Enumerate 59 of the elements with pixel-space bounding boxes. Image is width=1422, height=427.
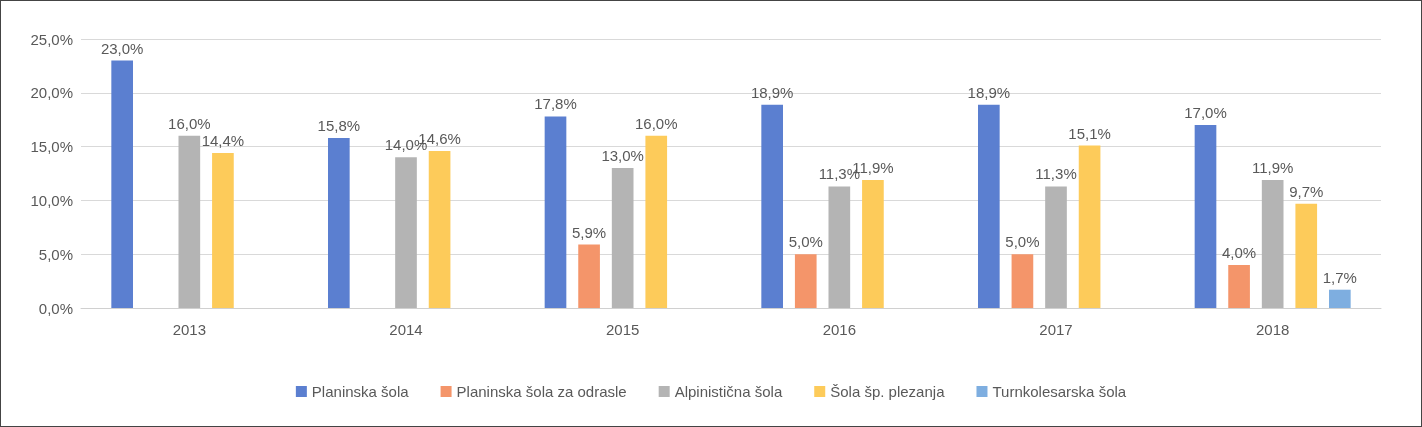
bar — [794, 254, 817, 308]
legend-label: Planinska šola — [311, 383, 410, 400]
x-tick-label: 2013 — [172, 321, 207, 338]
y-tick-label: 0,0% — [38, 299, 73, 317]
y-tick-label: 15,0% — [30, 138, 73, 156]
data-label: 1,7% — [1322, 268, 1357, 286]
data-label: 17,0% — [1184, 104, 1227, 122]
bar — [1194, 125, 1217, 308]
x-tick-label: 2018 — [1255, 321, 1290, 338]
bar — [178, 135, 201, 308]
bar — [1295, 203, 1318, 308]
data-label: 17,8% — [534, 95, 577, 113]
data-label: 4,0% — [1221, 243, 1257, 261]
bar — [611, 168, 634, 308]
data-label: 18,9% — [750, 83, 794, 101]
x-tick-label: 2017 — [1039, 321, 1073, 338]
x-tick-label: 2015 — [605, 321, 640, 338]
legend-label: Planinska šola za odrasle — [456, 383, 627, 400]
bar — [428, 150, 451, 308]
legend-label: Šola šp. plezanja — [830, 383, 946, 400]
bar — [578, 244, 600, 308]
x-tick-label: 2016 — [822, 321, 857, 338]
data-label: 15,8% — [317, 116, 361, 134]
legend-label: Alpinistična šola — [674, 383, 783, 400]
legend-label: Turnkolesarska šola — [992, 383, 1127, 400]
bar — [645, 135, 668, 308]
bar — [1011, 254, 1034, 308]
bar — [978, 104, 1000, 308]
data-label: 11,3% — [1035, 165, 1077, 183]
bar — [111, 60, 133, 308]
data-label: 14,4% — [201, 132, 245, 150]
data-label: 23,0% — [100, 39, 144, 57]
bar — [395, 157, 417, 308]
data-label: 15,1% — [1068, 124, 1111, 142]
data-label: 16,0% — [634, 114, 678, 132]
bar — [1078, 145, 1101, 308]
data-label: 9,7% — [1289, 182, 1324, 200]
x-tick-label: 2014 — [389, 321, 423, 338]
data-label: 5,9% — [571, 223, 607, 241]
bar — [1329, 289, 1351, 308]
bar — [544, 116, 567, 308]
data-label: 16,0% — [168, 114, 211, 132]
bar — [1228, 264, 1250, 308]
bar — [328, 137, 350, 308]
bar — [1045, 186, 1067, 308]
y-tick-label: 25,0% — [30, 30, 73, 48]
bar — [828, 186, 851, 308]
bar — [1261, 179, 1284, 308]
data-label: 5,0% — [1005, 233, 1040, 251]
y-tick-label: 10,0% — [30, 191, 73, 209]
data-label: 5,0% — [788, 233, 823, 251]
bar — [862, 179, 884, 308]
bar — [761, 104, 783, 308]
data-label: 11,9% — [1251, 158, 1294, 176]
bar — [212, 153, 234, 308]
y-tick-label: 5,0% — [38, 245, 73, 263]
y-tick-label: 20,0% — [30, 84, 73, 102]
data-label: 18,9% — [967, 83, 1011, 101]
data-label: 13,0% — [601, 147, 644, 165]
